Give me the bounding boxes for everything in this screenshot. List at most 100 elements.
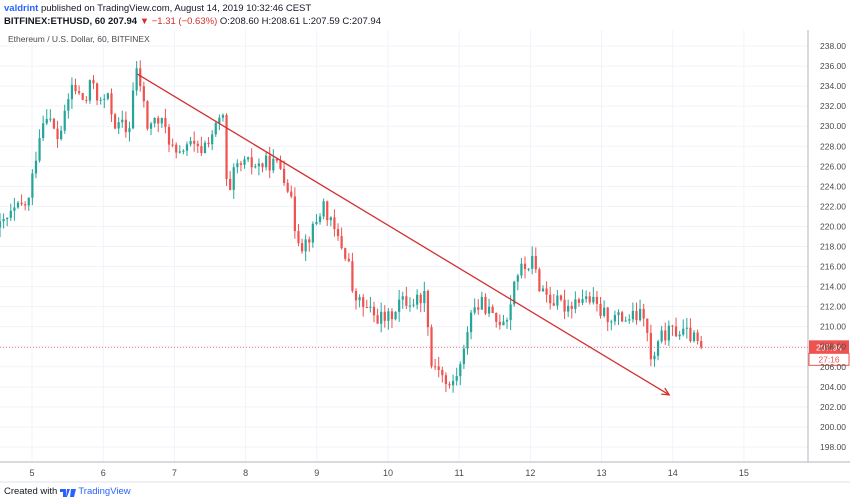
publish-line: valdrint published on TradingView.com, A… (4, 3, 311, 14)
x-tick-label: 15 (739, 468, 749, 478)
candle-body (247, 157, 250, 160)
candle-body (538, 269, 541, 292)
candle-body (149, 123, 153, 129)
x-tick-label: 9 (314, 468, 319, 478)
candle-body (628, 319, 631, 321)
candle-body (16, 202, 20, 208)
candle-body (311, 223, 314, 243)
candle-body (419, 294, 422, 304)
candle-body (13, 207, 16, 211)
candle-body (376, 315, 379, 324)
candle-body (221, 115, 225, 118)
candle-body (60, 130, 63, 140)
candle-body (308, 239, 311, 243)
candle-body (412, 304, 415, 306)
candle-body (671, 325, 674, 327)
candle-body (200, 146, 203, 154)
candle-body (257, 163, 261, 167)
candle-body (9, 210, 12, 218)
candle-body (92, 80, 95, 84)
candle-body (56, 128, 59, 140)
candle-body (394, 311, 397, 320)
candle-body (390, 311, 394, 320)
candle-body (196, 143, 199, 147)
candle-body (689, 327, 692, 342)
candle-body (541, 288, 545, 292)
x-tick-label: 11 (454, 468, 463, 478)
candle-body (27, 197, 30, 206)
candle-body (570, 305, 573, 309)
candle-body (455, 376, 458, 381)
candle-body (408, 305, 412, 307)
candle-body (577, 299, 581, 303)
candle-body (606, 307, 609, 323)
candle-body (631, 310, 635, 320)
candle-body (336, 229, 340, 237)
candle-body (448, 384, 451, 386)
candle-body (275, 158, 279, 161)
candle-body (401, 296, 404, 300)
y-tick-label: 230.00 (820, 121, 846, 131)
candle-body (574, 299, 577, 309)
candle-body (207, 142, 210, 145)
footer: Created with TradingView (4, 486, 131, 497)
candle-body (398, 299, 401, 312)
candle-body (6, 217, 9, 220)
candle-body (146, 101, 149, 129)
candle-body (581, 299, 584, 303)
candle-body (649, 332, 652, 360)
candle-body (437, 366, 440, 370)
candle-body (2, 219, 5, 222)
ohlc-values: O:208.60 H:208.61 L:207.59 C:207.94 (219, 16, 381, 27)
candle-body (340, 236, 343, 249)
tradingview-brand[interactable]: TradingView (78, 486, 131, 497)
candle-body (559, 295, 563, 300)
y-tick-label: 238.00 (820, 41, 846, 51)
y-tick-label: 232.00 (820, 101, 846, 111)
symbol-label: BITFINEX:ETHUSD, 60 (4, 16, 106, 27)
price-change: ▼ −1.31 (−0.63%) (139, 16, 218, 27)
candle-body (189, 140, 192, 145)
candle-body (88, 80, 92, 101)
candle-body (516, 275, 519, 282)
candle-body (369, 306, 372, 308)
candle-body (95, 83, 99, 101)
chart-grid (0, 30, 808, 462)
candle-body (354, 290, 358, 301)
symbol-line: BITFINEX:ETHUSD, 60 207.94 ▼ −1.31 (−0.6… (4, 16, 381, 27)
candle-body (182, 150, 185, 152)
y-tick-label: 214.00 (820, 282, 846, 292)
candle-body (214, 122, 217, 135)
candle-body (318, 216, 322, 222)
candle-body (556, 295, 559, 306)
candle-body (34, 160, 38, 174)
candle-body (171, 144, 174, 146)
candle-body (660, 330, 663, 342)
candle-body (509, 304, 512, 321)
candle-body (433, 366, 437, 368)
candle-body (642, 308, 645, 319)
candle-body (685, 327, 688, 329)
candle-body (113, 114, 117, 129)
candle-body (290, 191, 293, 197)
candle-body (459, 364, 462, 377)
candle-body (74, 84, 77, 92)
candle-body (358, 297, 361, 301)
candle-body (139, 68, 142, 87)
candle-body (603, 307, 606, 316)
candle-body (293, 196, 296, 232)
candle-body (203, 142, 207, 154)
y-tick-label: 216.00 (820, 262, 846, 272)
candle-body (175, 144, 178, 153)
candle-body (124, 119, 127, 133)
candle-body (178, 151, 181, 153)
candle-body (502, 321, 505, 326)
candle-body (498, 321, 501, 326)
candle-body (610, 321, 613, 323)
candle-body (674, 326, 678, 337)
candle-body (142, 86, 145, 102)
y-tick-label: 218.00 (820, 242, 846, 252)
candle-body (326, 201, 329, 221)
author-name[interactable]: valdrint (4, 3, 39, 14)
